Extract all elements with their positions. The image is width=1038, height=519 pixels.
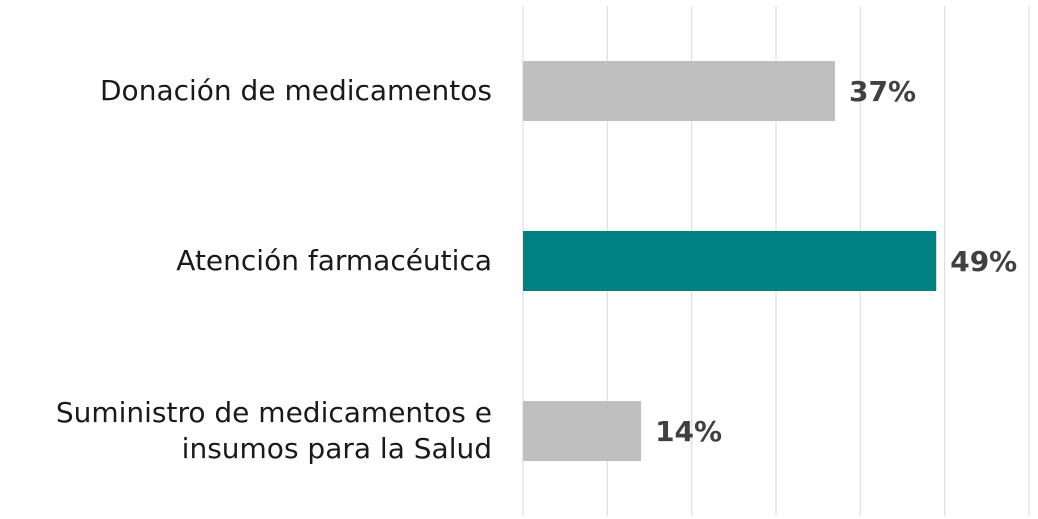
bar: [523, 401, 642, 461]
bar: [523, 231, 937, 291]
value-label: 37%: [849, 75, 916, 108]
category-label: Donación de medicamentos: [100, 74, 492, 107]
value-label: 14%: [655, 415, 722, 448]
value-label: 49%: [950, 245, 1017, 278]
category-label: Atención farmacéutica: [176, 244, 492, 277]
bar: [523, 61, 836, 121]
category-label: Suministro de medicamentos e insumos par…: [55, 396, 492, 465]
